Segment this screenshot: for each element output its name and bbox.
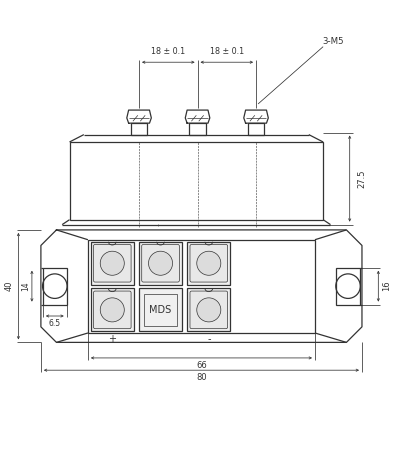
Text: MDS: MDS [149,305,172,315]
FancyBboxPatch shape [142,244,179,282]
Bar [187,288,230,331]
Bar [91,242,134,285]
Bar [189,123,206,135]
Bar [336,268,360,305]
Bar [139,242,182,285]
Text: 14: 14 [21,281,30,291]
Text: 6.5: 6.5 [49,319,61,328]
Bar [70,142,323,219]
Text: 66: 66 [196,361,207,370]
Bar [131,123,147,135]
Bar [139,288,182,331]
Text: 18 ± 0.1: 18 ± 0.1 [151,47,185,57]
Text: -: - [207,334,211,344]
Bar [43,268,67,305]
Circle shape [148,251,173,275]
Text: 80: 80 [196,373,207,382]
Bar [248,123,264,135]
Text: 40: 40 [5,281,14,292]
Text: +: + [108,334,116,344]
FancyBboxPatch shape [93,291,131,329]
Text: 16: 16 [382,281,391,292]
Bar [91,288,134,331]
Circle shape [197,251,221,275]
Circle shape [197,298,221,322]
FancyBboxPatch shape [93,244,131,282]
Text: 18 ± 0.1: 18 ± 0.1 [210,47,244,57]
Circle shape [100,298,124,322]
FancyBboxPatch shape [190,244,227,282]
Circle shape [100,251,124,275]
Text: 27.5: 27.5 [357,169,366,188]
Text: 3-M5: 3-M5 [323,37,344,46]
Bar [187,242,230,285]
FancyBboxPatch shape [190,291,227,329]
Bar [144,293,177,326]
Bar [88,240,315,333]
